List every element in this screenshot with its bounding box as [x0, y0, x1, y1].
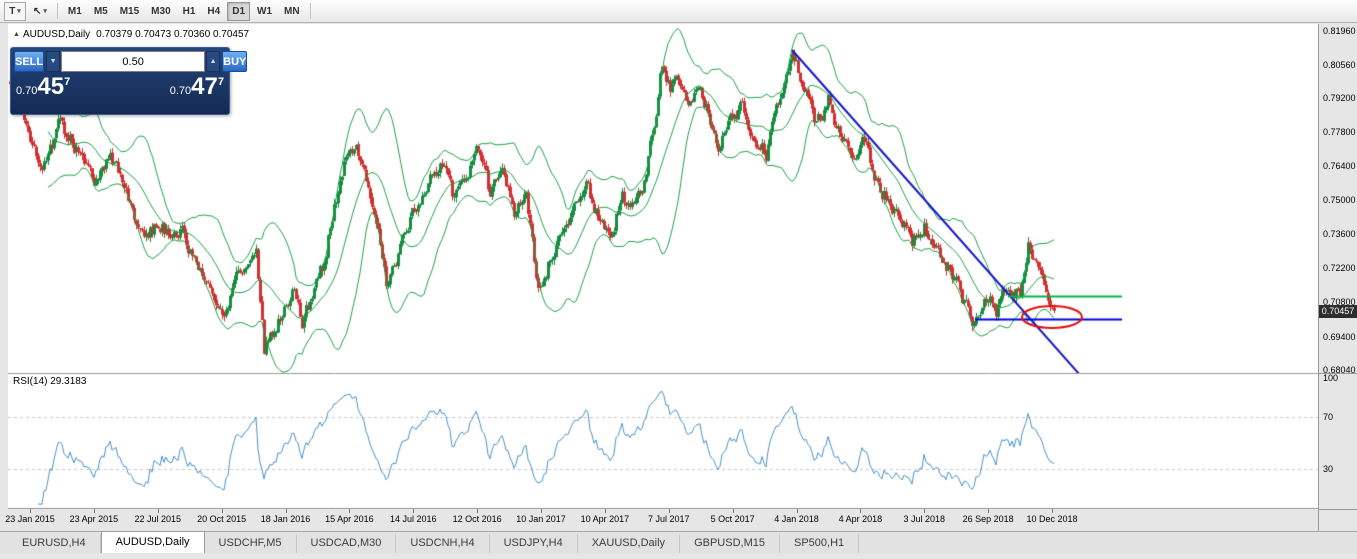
timeframe-d1-button[interactable]: D1: [227, 1, 251, 21]
date-tick: [157, 509, 159, 513]
price-axis-label: 0.69400: [1323, 331, 1356, 342]
tab-usdcnh-h4[interactable]: USDCNH,H4: [396, 534, 490, 553]
sell-button[interactable]: SELL: [14, 51, 45, 72]
lot-increase-button[interactable]: ▲: [206, 51, 221, 72]
date-axis-label: 22 Jul 2015: [134, 514, 182, 524]
price-axis-label: 0.73600: [1323, 229, 1356, 240]
date-tick: [30, 509, 31, 513]
date-tick: [413, 509, 415, 513]
chevron-down-icon: ▾: [17, 8, 21, 15]
rsi-axis-label: 100: [1323, 373, 1339, 383]
tab-usdcad-m30[interactable]: USDCAD,M30: [297, 534, 397, 553]
chart-ohlc-values: 0.70379 0.70473 0.70360 0.70457: [96, 29, 250, 40]
price-axis-label: 0.72200: [1323, 263, 1356, 274]
lot-decrease-button[interactable]: ▼: [46, 51, 61, 72]
date-axis-label: 23 Jan 2015: [5, 514, 55, 524]
date-tick: [604, 509, 606, 513]
date-axis-label: 10 Apr 2017: [580, 514, 630, 524]
date-tick: [349, 509, 351, 513]
pointer-tool-button[interactable]: ↖ ▾: [28, 2, 52, 21]
tab-sp500-h1[interactable]: SP500,H1: [780, 534, 860, 553]
chart-title: ▲ AUDUSD,Daily 0.70379 0.70473 0.70360 0.7…: [13, 29, 249, 40]
tab-eurusd-h4[interactable]: EURUSD,H4: [8, 534, 101, 553]
tab-usdjpy-h4[interactable]: USDJPY,H4: [490, 534, 578, 553]
price-axis-label: 0.76400: [1323, 161, 1356, 172]
price-axis-label: 0.68040: [1323, 364, 1356, 375]
price-axis-label: 0.77800: [1323, 127, 1356, 138]
date-axis-label: 20 Oct 2015: [197, 514, 247, 524]
timeframe-mn-button[interactable]: MN: [279, 2, 305, 21]
rsi-indicator-label: RSI(14) 29.3183: [13, 376, 87, 387]
lot-size-control: ▼ ▲: [46, 51, 221, 72]
timeframe-w1-button[interactable]: W1: [252, 2, 277, 21]
date-tick: [860, 509, 862, 513]
lot-size-input[interactable]: [61, 51, 206, 72]
date-tick: [924, 509, 926, 513]
date-axis-label: 10 Dec 2018: [1026, 514, 1078, 524]
date-axis-label: 7 Jul 2017: [647, 514, 690, 524]
date-axis-label: 15 Apr 2016: [325, 514, 374, 524]
date-tick: [541, 509, 542, 513]
date-tick: [1052, 509, 1053, 513]
timeframe-m15-button[interactable]: M15: [115, 2, 144, 21]
rsi-axis-label: 30: [1323, 464, 1334, 474]
timeframe-m1-button[interactable]: M1: [63, 2, 87, 21]
date-axis-label: 26 Sep 2018: [962, 514, 1014, 524]
price-axis-label: 0.70800: [1323, 297, 1356, 308]
top-toolbar: T ▾ ↖ ▾ M1 M5 M15 M30 H1 H4 D1 W1 MN: [0, 0, 1357, 23]
date-tick: [988, 509, 990, 513]
date-axis-label: 14 Jul 2016: [389, 514, 437, 524]
text-tool-button[interactable]: T ▾: [4, 1, 26, 21]
price-axis-label: 0.75000: [1323, 195, 1356, 206]
chart-symbol-label: AUDUSD,Daily: [22, 29, 91, 40]
timeframe-h1-button[interactable]: H1: [178, 2, 201, 21]
tab-xauusd-daily[interactable]: XAUUSD,Daily: [578, 534, 681, 553]
date-tick: [477, 509, 479, 513]
date-tick: [221, 509, 223, 513]
price-axis-label: 0.81960: [1323, 26, 1356, 36]
date-axis-label: 23 Apr 2015: [69, 514, 119, 524]
date-tick: [796, 509, 798, 513]
text-tool-label: T: [9, 5, 16, 17]
toolbar-separator: [56, 3, 58, 19]
date-axis-label: 10 Jan 2017: [516, 514, 566, 524]
date-axis-label: 18 Jan 2016: [260, 514, 311, 524]
tab-usdchf-m5[interactable]: USDCHF,M5: [205, 534, 297, 553]
buy-button[interactable]: BUY: [222, 51, 248, 72]
price-axis-border: [1318, 24, 1319, 531]
timeframe-m30-button[interactable]: M30: [146, 2, 175, 21]
tab-audusd-daily[interactable]: AUDUSD,Daily: [100, 531, 205, 553]
date-axis-label: 12 Oct 2016: [452, 514, 502, 524]
timeframe-h4-button[interactable]: H4: [202, 2, 225, 21]
timeframe-m5-button[interactable]: M5: [89, 2, 113, 21]
chevron-down-icon: ▾: [43, 8, 47, 15]
date-axis-label: 3 Jul 2018: [903, 514, 946, 524]
rsi-axis-label: 70: [1323, 412, 1334, 422]
date-tick: [285, 509, 287, 513]
ask-price: 0.70477: [169, 73, 224, 100]
date-tick: [668, 509, 670, 513]
current-price-badge: 0.70457: [1319, 304, 1357, 318]
price-axis-label: 0.80560: [1323, 60, 1356, 71]
date-axis-label: 4 Jan 2018: [774, 514, 819, 524]
bid-price: 0.70457: [16, 73, 71, 100]
one-click-trading-panel: SELL ▼ ▲ BUY 0.70457 0.70477: [10, 47, 248, 115]
toolbar-separator: [309, 3, 311, 19]
chart-tabs-bar: EURUSD,H4 AUDUSD,Daily USDCHF,M5 USDCAD,M30…: [0, 531, 1357, 553]
price-axis-label: 0.79200: [1323, 93, 1356, 104]
date-axis-divider: [1318, 509, 1357, 510]
timeframe-buttons: M1 M5 M15 M30 H1 H4 D1 W1 MN: [62, 1, 306, 21]
date-tick: [732, 509, 734, 513]
date-axis-label: 5 Oct 2017: [710, 514, 755, 524]
date-axis-label: 4 Apr 2018: [838, 514, 883, 524]
date-tick: [93, 509, 95, 513]
tab-gbpusd-m15[interactable]: GBPUSD,M15: [680, 534, 780, 553]
pointer-icon: ↖: [33, 5, 42, 17]
panel-divider: [1318, 373, 1357, 374]
chart-marker-icon: ▲: [13, 31, 20, 38]
